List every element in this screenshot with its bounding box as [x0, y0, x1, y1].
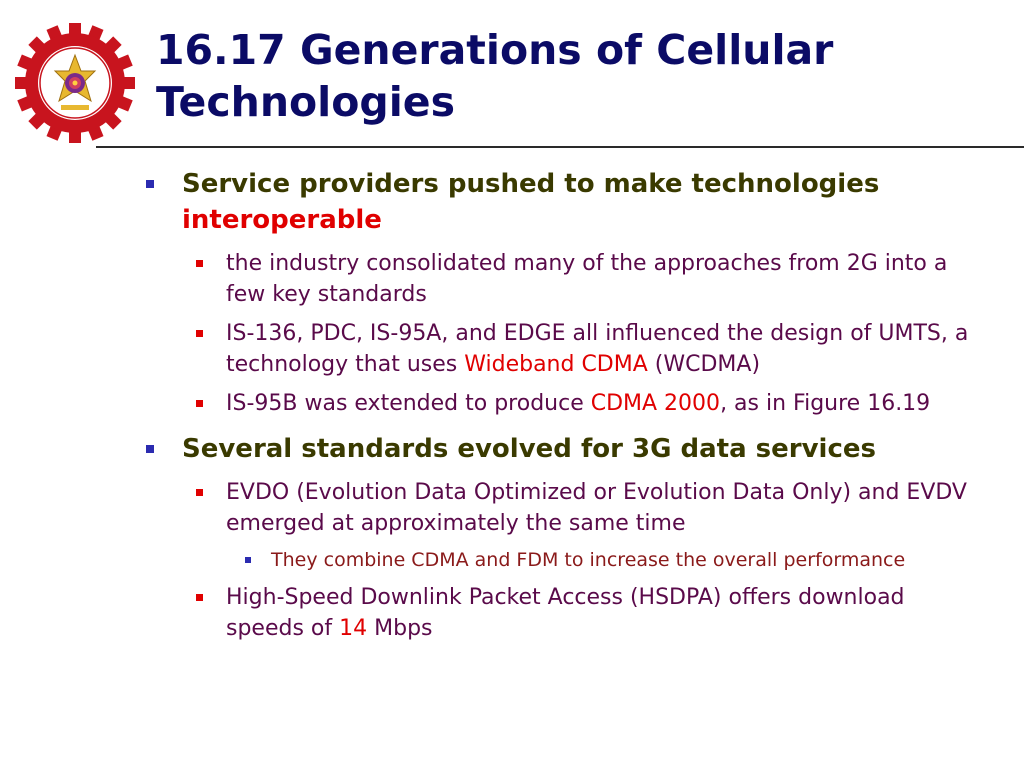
bullet-level2-umts: IS-136, PDC, IS-95A, and EDGE all influe…	[196, 318, 986, 380]
square-bullet-icon	[196, 489, 203, 496]
bullet-text-tail: (WCDMA)	[647, 352, 761, 377]
bullet-highlight: Wideband CDMA	[464, 352, 648, 377]
bullet-text-tail: Mbps	[367, 616, 433, 641]
slide-title-line-1: 16.17 Generations of Cellular	[156, 26, 834, 74]
bullet-text: EVDO (Evolution Data Optimized or Evolut…	[226, 480, 967, 536]
title-divider	[96, 146, 1024, 148]
bullet-text: Service providers pushed to make technol…	[182, 169, 880, 199]
bullet-level3-cdma-fdm: They combine CDMA and FDM to increase th…	[245, 547, 951, 574]
square-bullet-icon	[196, 594, 203, 601]
bullet-highlight: 14	[339, 616, 368, 641]
square-bullet-icon	[196, 400, 203, 407]
bullet-text: IS-95B was extended to produce	[226, 391, 591, 416]
square-bullet-icon	[146, 180, 154, 188]
slide-body: Service providers pushed to make technol…	[140, 166, 1000, 652]
bullet-text: Several standards evolved for 3G data se…	[182, 434, 876, 464]
square-bullet-icon	[196, 330, 203, 337]
bullet-text: the industry consolidated many of the ap…	[226, 251, 948, 307]
square-bullet-icon	[196, 260, 203, 267]
bullet-level2-hsdpa: High-Speed Downlink Packet Access (HSDPA…	[196, 582, 986, 644]
university-seal-logo-icon	[15, 23, 135, 143]
bullet-text: High-Speed Downlink Packet Access (HSDPA…	[226, 585, 905, 641]
bullet-text: They combine CDMA and FDM to increase th…	[271, 549, 906, 571]
bullet-highlight: CDMA 2000	[590, 391, 721, 416]
bullet-level2-industry-consolidated: the industry consolidated many of the ap…	[196, 248, 986, 310]
square-bullet-icon	[146, 445, 154, 453]
bullet-level1-interoperable: Service providers pushed to make technol…	[140, 166, 1000, 238]
bullet-text: IS-136, PDC, IS-95A, and EDGE all influe…	[226, 321, 969, 377]
bullet-text-tail: , as in Figure 16.19	[720, 391, 931, 416]
bullet-level2-evdo: EVDO (Evolution Data Optimized or Evolut…	[196, 477, 986, 539]
square-bullet-icon	[245, 557, 251, 563]
bullet-highlight: interoperable	[182, 205, 382, 235]
slide-title: 16.17 Generations of Cellular Technologi…	[156, 24, 833, 128]
bullet-level1-3g-standards: Several standards evolved for 3G data se…	[140, 431, 1000, 467]
bullet-level2-cdma2000: IS-95B was extended to produce CDMA 2000…	[196, 388, 986, 419]
slide-title-line-2: Technologies	[156, 78, 456, 126]
